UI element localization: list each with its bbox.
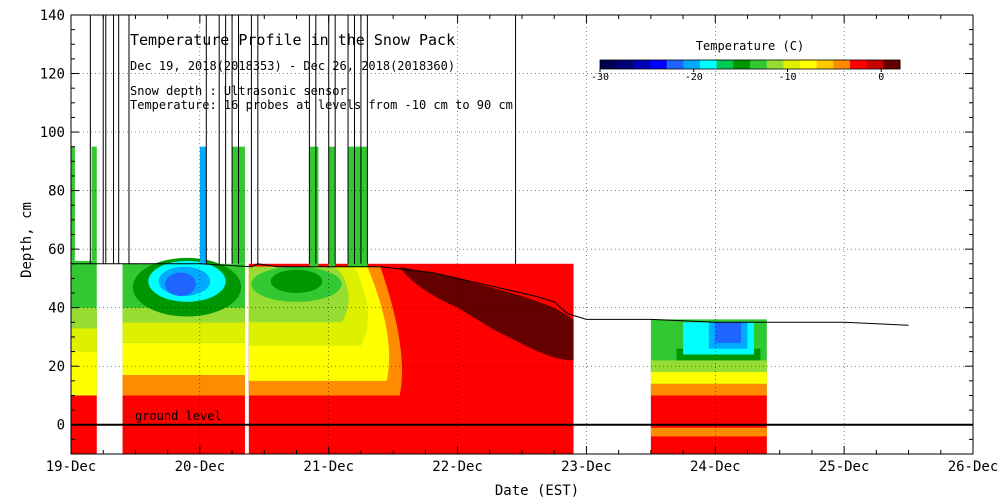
colorbar-swatch — [700, 60, 718, 69]
snow-layer — [122, 374, 245, 396]
warm-snow-region — [399, 266, 574, 361]
colorbar-swatch — [833, 60, 851, 69]
y-tick-label: 100 — [40, 125, 65, 141]
colorbar-title: Temperature (C) — [696, 39, 804, 53]
cold-region — [676, 348, 761, 361]
plot-layer — [71, 15, 973, 454]
colorbar-tick-label: -20 — [685, 72, 703, 83]
colorbar-tick-label: -10 — [778, 72, 796, 83]
colorbar-tick-label: -30 — [591, 72, 609, 83]
probe-column — [328, 146, 336, 267]
colorbar: -30 -20 -10 0 — [591, 59, 901, 83]
probe-column — [309, 146, 319, 267]
snow-depth-line — [71, 263, 909, 326]
colorbar-tick-label: 0 — [878, 72, 884, 83]
colorbar-swatch — [616, 60, 634, 69]
chart-subtitle: Dec 19, 2018(2018353) - Dec 26, 2018(201… — [130, 59, 455, 73]
x-tick-label: 22-Dec — [432, 459, 483, 475]
snow-layer — [650, 383, 767, 396]
colorbar-swatch — [783, 60, 801, 69]
colorbar-swatch — [633, 60, 651, 69]
y-axis-label: Depth, cm — [19, 202, 35, 278]
y-tick-label: 0 — [57, 418, 65, 434]
y-tick-label: 20 — [48, 359, 65, 375]
snow-layer — [71, 307, 97, 329]
y-tick-label: 40 — [48, 301, 65, 317]
x-tick-label: 21-Dec — [303, 459, 354, 475]
snow-layer — [122, 342, 245, 375]
colorbar-frame — [599, 59, 901, 70]
probe-column — [71, 146, 75, 261]
colorbar-swatch — [683, 60, 701, 69]
y-tick-label: 60 — [48, 242, 65, 258]
heatmap-group — [71, 15, 973, 454]
note-temperature: Temperature: 16 probes at levels from -1… — [130, 98, 513, 112]
x-tick-label: 23-Dec — [561, 459, 612, 475]
colorbar-swatch — [666, 60, 684, 69]
snow-layer — [122, 322, 245, 343]
probe-column — [91, 146, 97, 261]
colorbar-swatch — [600, 60, 618, 69]
snow-layer — [71, 328, 97, 352]
snow-layer — [650, 372, 767, 384]
snow-layer — [71, 351, 97, 396]
x-axis-label: Date (EST) — [495, 483, 579, 499]
colorbar-swatch — [866, 60, 884, 69]
colorbar-swatch — [850, 60, 868, 69]
y-tick-label: 120 — [40, 67, 65, 83]
note-snow-depth: Snow depth : Ultrasonic sensor — [130, 84, 347, 98]
axis-layer: 0 20 40 60 80 100 120 140 19-Dec 20-Dec 21-Dec 22-D… — [40, 8, 999, 475]
x-tick-label: 24-Dec — [690, 459, 741, 475]
colorbar-swatch — [716, 60, 734, 69]
x-tick-label: 20-Dec — [175, 459, 226, 475]
cold-region — [715, 322, 742, 343]
cold-region — [165, 272, 196, 296]
x-tick-label: 25-Dec — [819, 459, 870, 475]
probe-column — [199, 146, 207, 264]
soil-band-orange — [650, 427, 767, 437]
colorbar-swatch — [766, 60, 784, 69]
chart-title: Temperature Profile in the Snow Pack — [130, 31, 455, 49]
colorbar-swatch — [800, 60, 818, 69]
colorbar-swatch — [816, 60, 834, 69]
snow-layer — [650, 360, 767, 373]
colorbar-swatch — [883, 60, 901, 69]
probe-column — [348, 146, 368, 267]
colorbar-swatch — [733, 60, 751, 69]
x-tick-label: 26-Dec — [948, 459, 999, 475]
y-tick-label: 80 — [48, 184, 65, 200]
cold-region — [270, 269, 323, 294]
ground-level-label: ground level — [135, 409, 222, 423]
y-tick-label: 140 — [40, 8, 65, 24]
colorbar-swatch — [750, 60, 768, 69]
x-tick-label: 19-Dec — [46, 459, 97, 475]
colorbar-swatch — [650, 60, 668, 69]
